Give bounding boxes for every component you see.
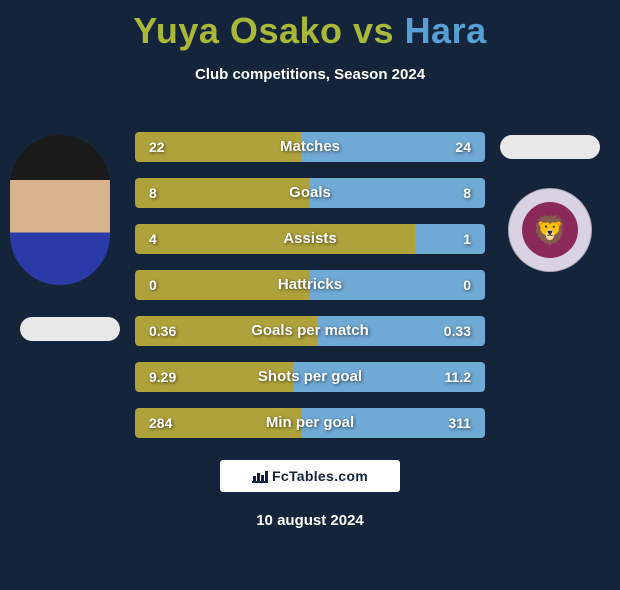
stat-value-right: 0 bbox=[463, 270, 471, 300]
stat-row: Goals per match0.36 0.33 bbox=[135, 316, 485, 346]
date-text: 10 august 2024 bbox=[0, 512, 620, 529]
stat-value-left: 9.29 bbox=[149, 362, 176, 392]
stat-label: Matches bbox=[135, 132, 485, 162]
branding-text: FcTables.com bbox=[272, 468, 368, 484]
title-player2: Hara bbox=[405, 10, 487, 51]
stats-container: Matches22 24 Goals8 8 Assists4 1 Hattricks0 0 Go… bbox=[135, 132, 485, 454]
player2-club-badge bbox=[500, 135, 600, 159]
stat-value-left: 0.36 bbox=[149, 316, 176, 346]
branding-badge: FcTables.com bbox=[220, 460, 400, 492]
stat-value-right: 11.2 bbox=[445, 362, 471, 392]
stat-value-left: 4 bbox=[149, 224, 157, 254]
stat-row: Shots per goal9.29 11.2 bbox=[135, 362, 485, 392]
stat-label: Hattricks bbox=[135, 270, 485, 300]
stat-value-right: 1 bbox=[463, 224, 471, 254]
club-logo-emoji: 🦁 bbox=[533, 214, 568, 247]
player1-club-badge bbox=[20, 317, 120, 341]
chart-icon bbox=[252, 469, 268, 483]
stat-label: Assists bbox=[135, 224, 485, 254]
title-vs: vs bbox=[353, 10, 405, 51]
stat-value-right: 0.33 bbox=[444, 316, 471, 346]
stat-value-left: 22 bbox=[149, 132, 165, 162]
stat-row: Goals8 8 bbox=[135, 178, 485, 208]
stat-row: Assists4 1 bbox=[135, 224, 485, 254]
stat-label: Goals bbox=[135, 178, 485, 208]
stat-value-right: 8 bbox=[463, 178, 471, 208]
club-logo-inner: 🦁 bbox=[522, 202, 578, 258]
stat-row: Matches22 24 bbox=[135, 132, 485, 162]
subtitle: Club competitions, Season 2024 bbox=[0, 66, 620, 83]
stat-label: Goals per match bbox=[135, 316, 485, 346]
face-placeholder bbox=[10, 135, 110, 285]
stat-value-left: 0 bbox=[149, 270, 157, 300]
player2-club-logo: 🦁 bbox=[508, 188, 592, 272]
stat-value-left: 284 bbox=[149, 408, 172, 438]
stat-value-left: 8 bbox=[149, 178, 157, 208]
stat-row: Hattricks0 0 bbox=[135, 270, 485, 300]
stat-value-right: 24 bbox=[455, 132, 471, 162]
stat-row: Min per goal284 311 bbox=[135, 408, 485, 438]
title-player1: Yuya Osako bbox=[133, 10, 342, 51]
page-title: Yuya Osako vs Hara bbox=[0, 10, 620, 52]
stat-label: Min per goal bbox=[135, 408, 485, 438]
stat-value-right: 311 bbox=[448, 408, 471, 438]
player1-photo bbox=[10, 135, 110, 285]
stat-label: Shots per goal bbox=[135, 362, 485, 392]
